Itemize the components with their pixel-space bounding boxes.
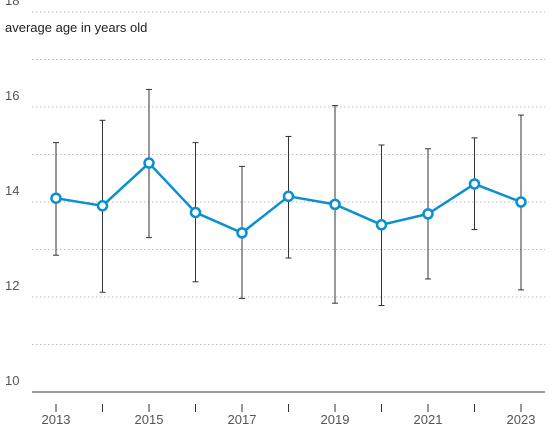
x-tick-label: 2013 [42, 412, 71, 427]
x-tick-label: 2017 [228, 412, 257, 427]
data-point [143, 157, 155, 169]
y-tick-label: 18 [5, 0, 19, 8]
y-tick-label: 16 [5, 88, 19, 103]
y-axis-unit-label: average age in years old [5, 20, 147, 35]
x-tick-label: 2015 [135, 412, 164, 427]
data-point [96, 200, 109, 212]
data-point [236, 227, 248, 239]
data-point [375, 219, 388, 231]
y-tick-label: 10 [5, 373, 19, 388]
y-tick-label: 14 [5, 183, 19, 198]
data-point [282, 190, 295, 203]
x-tick-label: 2019 [321, 412, 350, 427]
x-tick-label: 2021 [414, 412, 443, 427]
axis-layer: 10 12 14 16 18 2013 2015 2017 2019 2021 2023 [5, 0, 545, 427]
data-point [422, 208, 434, 220]
point-layer [50, 157, 527, 239]
data-point [515, 196, 527, 208]
y-tick-label: 12 [5, 278, 19, 293]
data-point [189, 206, 202, 219]
data-point [468, 178, 481, 190]
x-tick-label: 2023 [507, 412, 536, 427]
data-point [50, 192, 62, 204]
data-point [329, 198, 341, 211]
